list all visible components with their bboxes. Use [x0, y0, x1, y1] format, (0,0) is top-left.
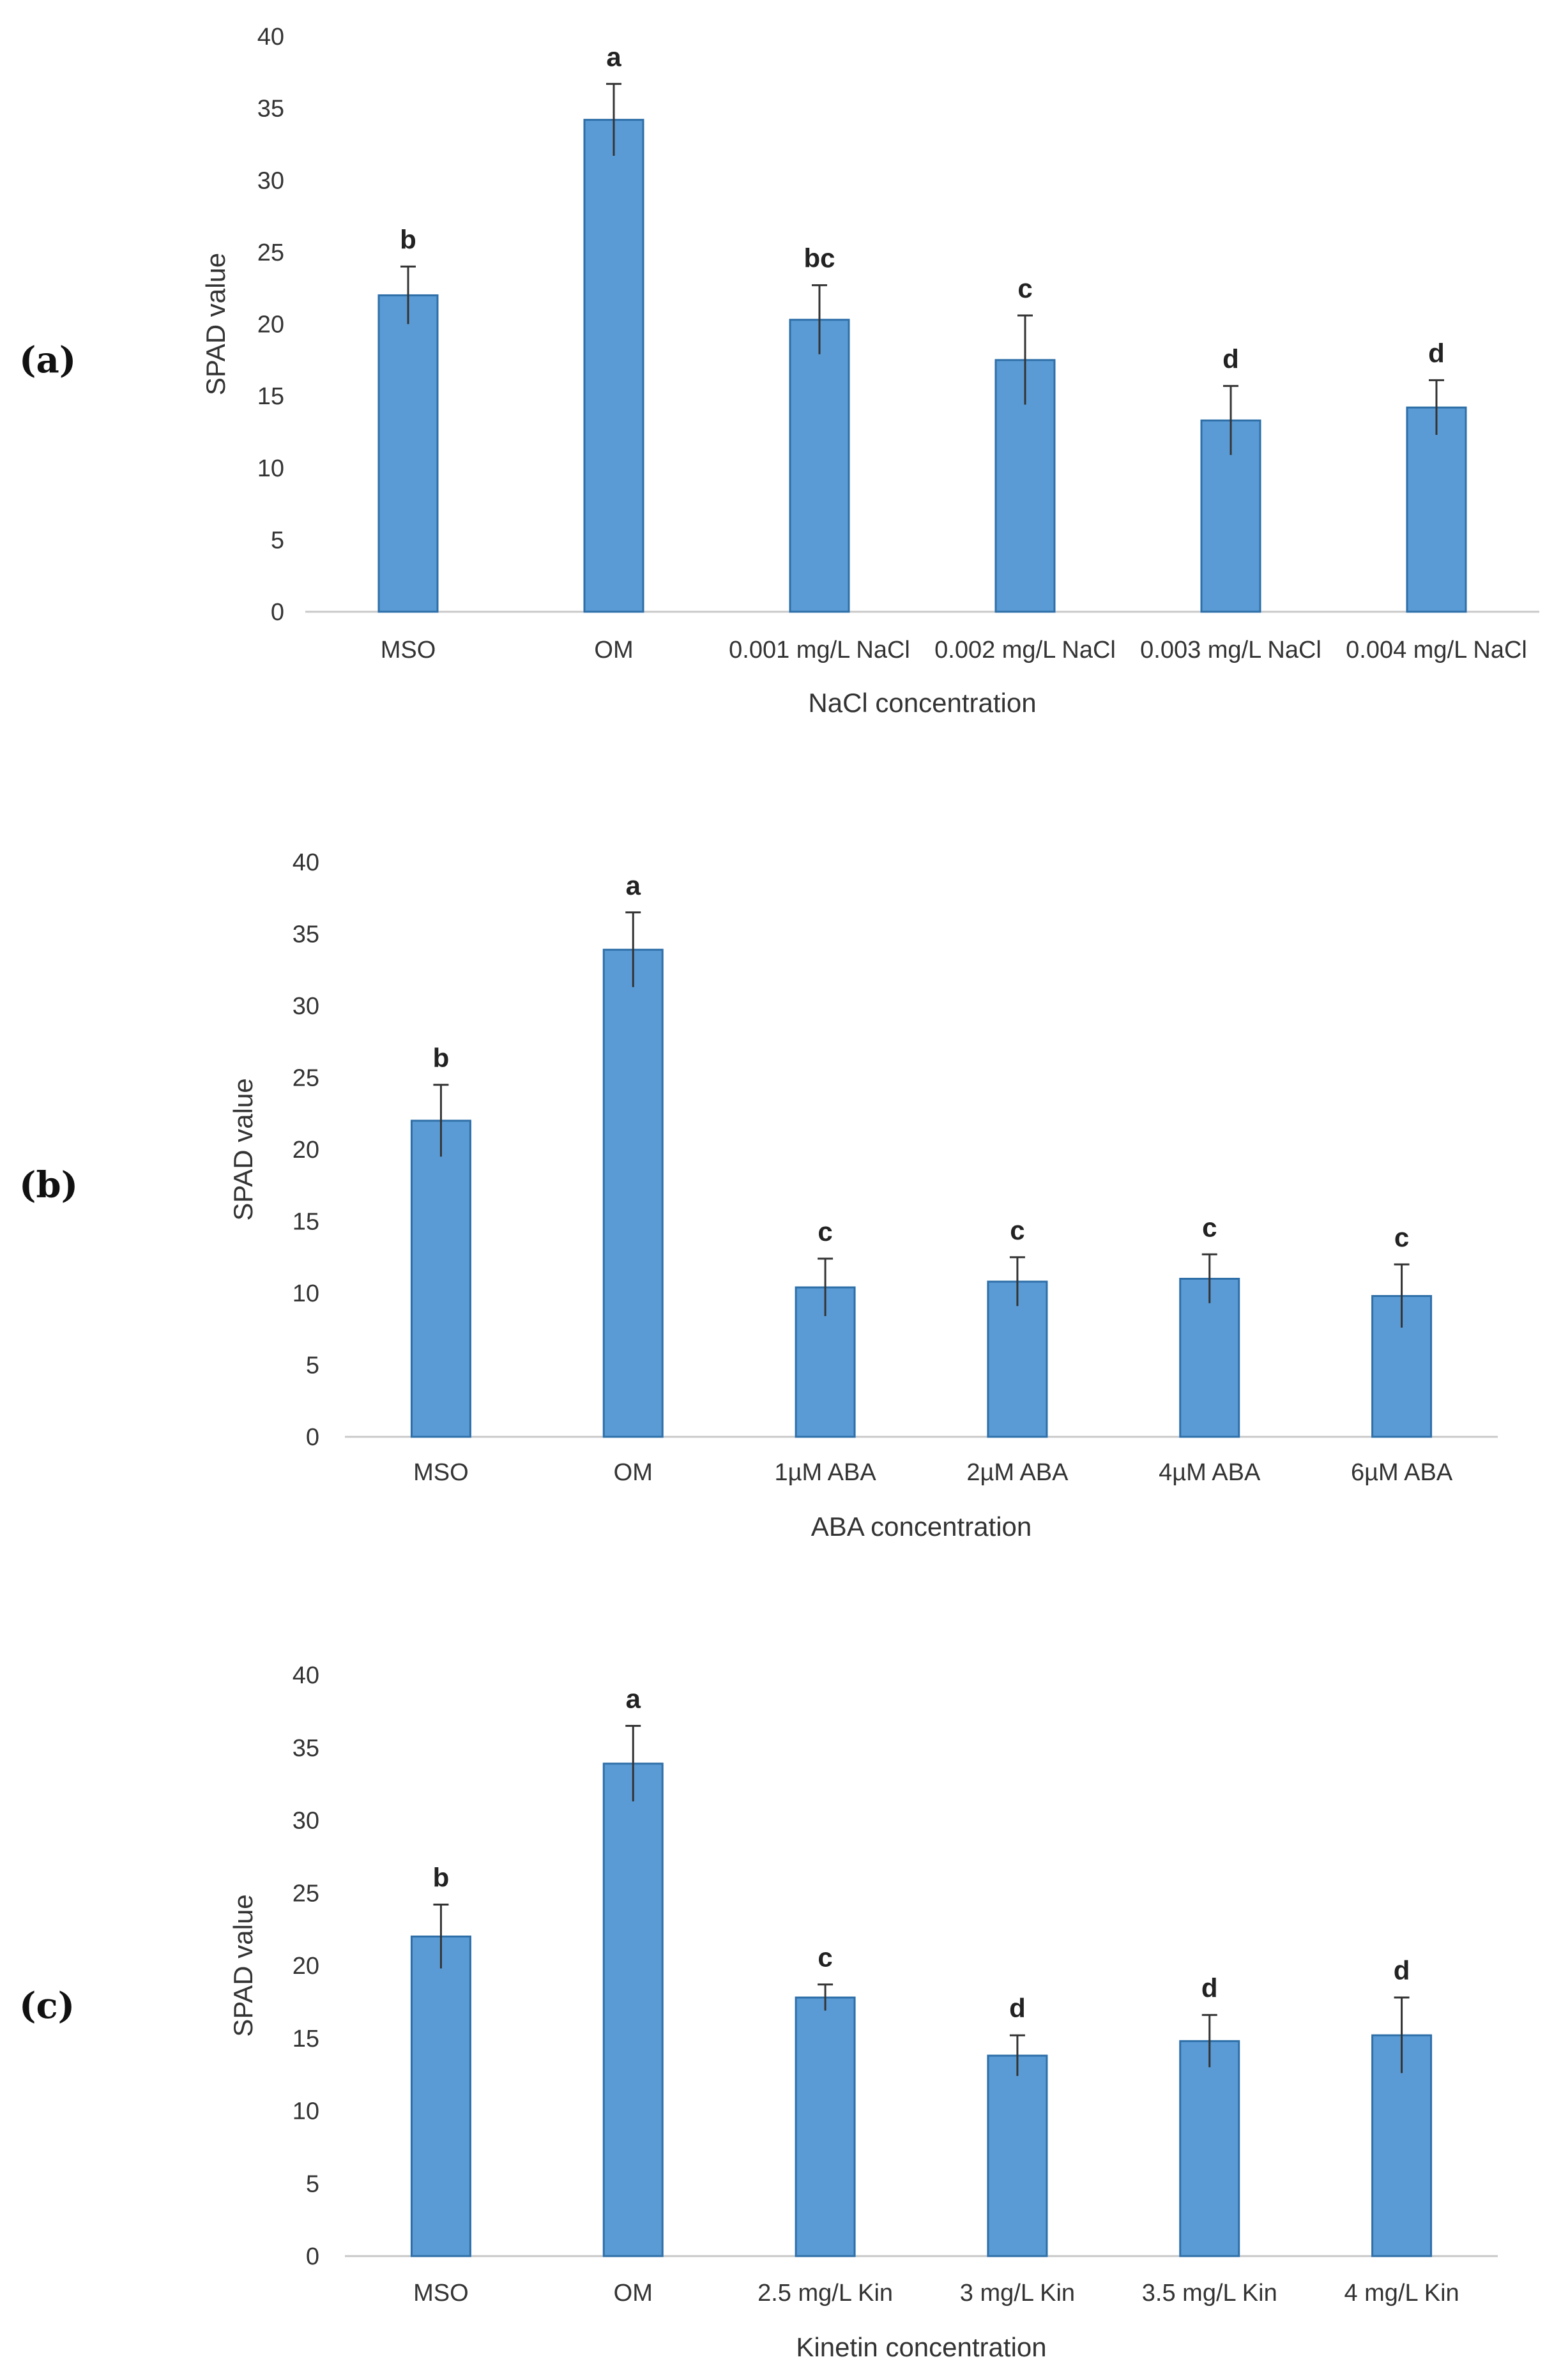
panel-a-category-label: MSO [381, 637, 436, 663]
panel-c-significance-label: b [433, 1862, 450, 1892]
panel-a-significance-label: bc [803, 243, 835, 273]
panel-b-ytick-label: 35 [293, 921, 319, 948]
panel-c-label: (c) [19, 1985, 75, 2027]
panel-a-category-label: 0.002 mg/L NaCl [934, 637, 1116, 663]
panel-c-ytick-label: 0 [306, 2243, 319, 2270]
panel-c-category-label: 3.5 mg/L Kin [1142, 2280, 1277, 2307]
panel-a-bar [583, 119, 644, 613]
panel-b-significance-label: b [433, 1043, 450, 1073]
panel-a-significance-label: b [400, 224, 416, 254]
panel-b-ytick-label: 5 [306, 1353, 319, 1379]
panel-b-ytick-label: 15 [293, 1209, 319, 1236]
panel-c-ytick-label: 20 [293, 1953, 319, 1980]
panel-a-category-label: 0.003 mg/L NaCl [1140, 637, 1321, 663]
panel-c-bar [795, 1996, 856, 2257]
panel-b-bar [1179, 1278, 1240, 1438]
panel-b-significance-label: a [626, 870, 641, 900]
panel-a-category-label: OM [594, 637, 633, 663]
panel-b-ytick-label: 25 [293, 1065, 319, 1092]
panel-c-category-label: 4 mg/L Kin [1344, 2280, 1459, 2307]
panel-c-ytick-label: 10 [293, 2098, 319, 2125]
panel-a-significance-label: c [1017, 273, 1032, 303]
panel-a-significance-label: d [1222, 344, 1239, 374]
panel-a-ytick-label: 25 [257, 239, 284, 266]
panel-a-chart: (a) 0 5 10 15 20 25 30 35 40 SPAD value NaCl concen… [19, 24, 1539, 718]
panel-a-label: (a) [19, 339, 76, 381]
panel-c-ytick-label: 25 [293, 1880, 319, 1907]
panel-c-ytick-label: 30 [293, 1808, 319, 1835]
panel-c-ytick-label: 5 [306, 2171, 319, 2197]
panel-b-chart: (b) 0 5 10 15 20 25 30 35 40 SPAD value ABA concent… [19, 849, 1498, 1542]
panel-b-category-label: 1µM ABA [774, 1459, 876, 1486]
panel-b-bar [602, 948, 664, 1438]
panel-c-ytick-label: 40 [293, 1662, 319, 1689]
panel-a-ytick-label: 40 [257, 24, 284, 50]
panel-c-bar [410, 1936, 471, 2257]
panel-c-y-axis-title: SPAD value [228, 1894, 258, 2036]
panel-a-category-label: 0.004 mg/L NaCl [1346, 637, 1527, 663]
panel-a-bar [1406, 406, 1467, 613]
panel-c-bar [987, 2054, 1048, 2257]
panel-c-category-label: 3 mg/L Kin [960, 2280, 1075, 2307]
panel-b-significance-label: c [1394, 1222, 1409, 1252]
panel-a-ytick-label: 0 [271, 599, 284, 626]
panel-c-x-axis-title: Kinetin concentration [796, 2332, 1046, 2362]
panel-c-category-label: MSO [413, 2280, 469, 2307]
panel-b-significance-label: c [1010, 1215, 1024, 1245]
panel-b-x-axis-title: ABA concentration [811, 1512, 1032, 1542]
panel-b-significance-label: c [1202, 1212, 1217, 1242]
panel-b-bar [410, 1119, 471, 1438]
panel-a-y-axis-title: SPAD value [201, 253, 231, 395]
panel-c-significance-label: d [1394, 1955, 1410, 1985]
panel-c-bar [602, 1762, 664, 2257]
panel-b-category-label: 4µM ABA [1159, 1459, 1261, 1486]
panel-b-ytick-label: 30 [293, 993, 319, 1020]
panel-c-category-label: OM [614, 2280, 653, 2307]
panel-a-ytick-label: 30 [257, 167, 284, 194]
panel-a-x-axis-title: NaCl concentration [808, 688, 1036, 718]
panel-b-category-label: 6µM ABA [1351, 1459, 1453, 1486]
panel-b-bar [987, 1280, 1048, 1438]
panel-c-significance-label: c [818, 1943, 832, 1973]
panel-b-category-label: OM [614, 1459, 653, 1486]
panel-b-y-axis-title: SPAD value [228, 1078, 258, 1220]
panel-b-category-label: MSO [413, 1459, 469, 1486]
panel-a-significance-label: d [1428, 338, 1445, 368]
panel-a-ytick-label: 20 [257, 312, 284, 338]
panel-a-ytick-label: 5 [271, 527, 284, 554]
panel-b-ytick-label: 10 [293, 1280, 319, 1307]
panel-c-bar [1179, 2040, 1240, 2257]
panel-a-ytick-label: 15 [257, 383, 284, 410]
panel-c-significance-label: d [1201, 1973, 1218, 2003]
panel-a-significance-label: a [606, 42, 621, 72]
panel-a-ytick-label: 35 [257, 96, 284, 123]
panel-b-ytick-label: 40 [293, 849, 319, 876]
panel-b-significance-label: c [818, 1217, 832, 1247]
panel-c-category-label: 2.5 mg/L Kin [758, 2280, 893, 2307]
panel-b-category-label: 2µM ABA [966, 1459, 1069, 1486]
panel-b-ytick-label: 0 [306, 1424, 319, 1451]
panel-a-category-label: 0.001 mg/L NaCl [729, 637, 910, 663]
panel-a-bar [789, 319, 850, 613]
panel-a-bar [377, 294, 439, 613]
panel-c-significance-label: a [626, 1684, 641, 1714]
panel-c-ytick-label: 15 [293, 2026, 319, 2052]
panel-c-chart: (c) 0 5 10 15 20 25 30 35 40 SPAD value Kinetin con… [19, 1662, 1498, 2362]
panel-b-ytick-label: 20 [293, 1137, 319, 1163]
panel-b-label: (b) [19, 1164, 78, 1206]
panel-c-significance-label: d [1009, 1993, 1026, 2023]
panel-a-ytick-label: 10 [257, 455, 284, 482]
panel-c-ytick-label: 35 [293, 1735, 319, 1762]
